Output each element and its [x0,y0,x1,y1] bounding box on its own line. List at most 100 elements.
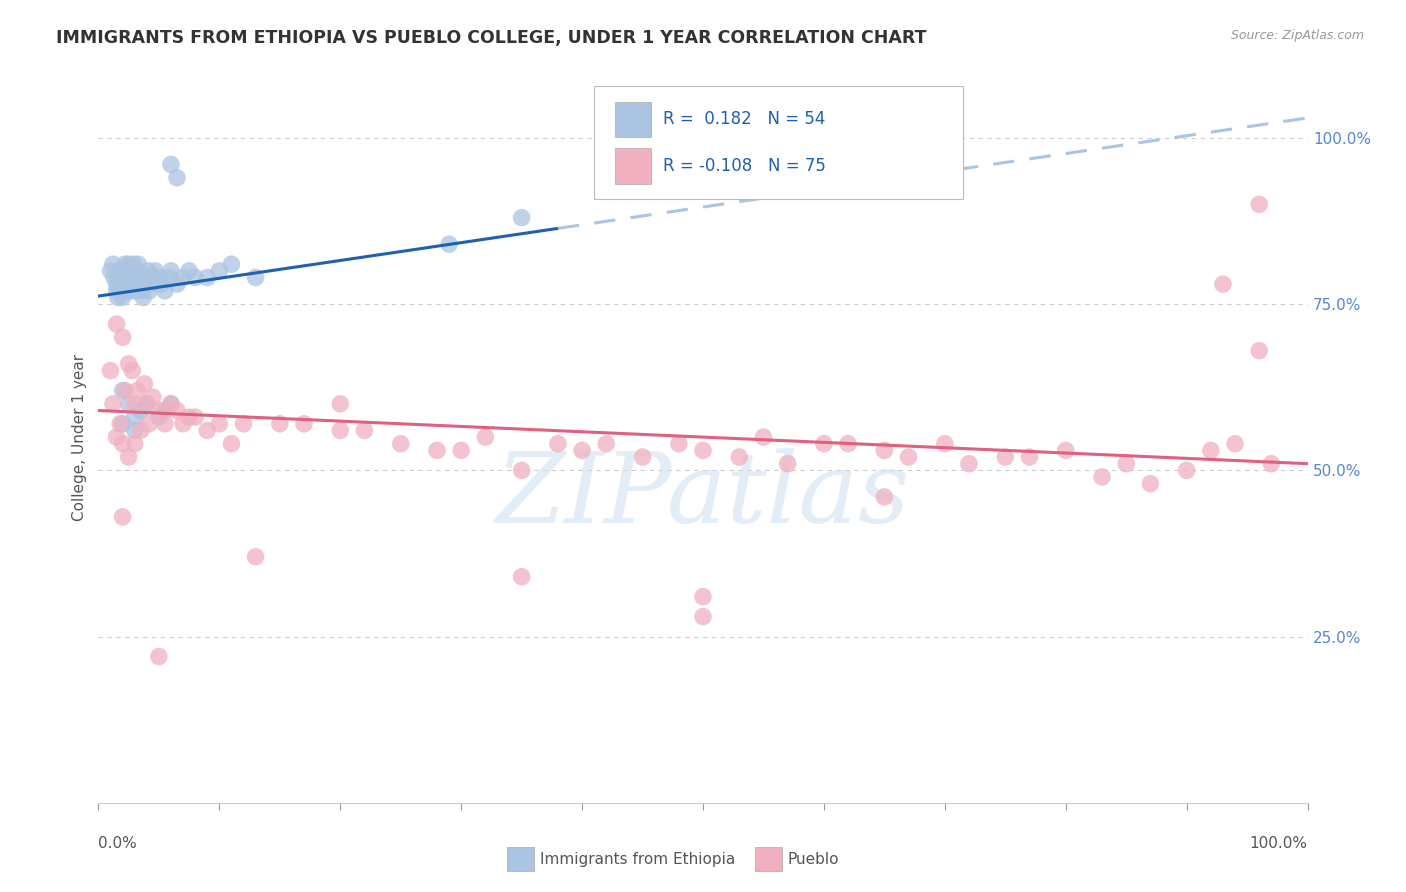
Point [752,430,775,444]
Point [108,264,131,278]
Point [115,277,138,292]
Point [873,443,896,458]
Point [136,264,159,278]
Text: Pueblo: Pueblo [787,852,839,867]
Point [292,417,315,431]
Point [208,264,231,278]
Bar [614,148,651,184]
Point [692,590,714,604]
Point [128,270,150,285]
Point [111,436,134,450]
Point [195,270,218,285]
Point [135,397,157,411]
Point [142,270,165,285]
Bar [614,102,651,136]
Point [105,277,128,292]
Point [127,384,149,398]
Point [631,450,654,464]
Point [118,357,141,371]
Point [221,257,243,271]
Point [353,424,375,438]
Point [172,417,194,431]
Point [122,257,145,271]
Point [111,417,134,431]
Text: R = -0.108   N = 75: R = -0.108 N = 75 [664,157,825,175]
Point [994,450,1017,464]
Point [160,397,183,411]
Point [571,443,593,458]
Point [1054,443,1077,458]
Point [184,270,207,285]
Point [208,417,231,431]
Point [148,270,170,285]
Point [668,436,690,450]
Point [329,397,352,411]
Point [127,257,149,271]
Point [166,403,188,417]
Point [245,549,267,564]
Point [143,264,166,278]
Point [118,270,141,285]
Point [1223,436,1246,450]
Point [129,424,152,438]
Point [897,450,920,464]
Point [135,397,157,411]
Point [110,277,132,292]
Point [160,264,183,278]
Point [1139,476,1161,491]
Point [692,443,714,458]
Point [957,457,980,471]
Point [153,284,176,298]
Point [1260,457,1282,471]
Point [124,410,146,425]
Point [138,284,160,298]
Point [129,277,152,292]
FancyBboxPatch shape [595,86,963,200]
Y-axis label: College, Under 1 year: College, Under 1 year [72,353,87,521]
Point [100,264,122,278]
Point [153,403,176,417]
Point [813,436,835,450]
Point [135,270,157,285]
Point [105,317,128,331]
Point [118,450,141,464]
Point [595,436,617,450]
Bar [508,847,534,871]
Point [114,257,136,271]
Point [510,211,533,225]
Point [510,463,533,477]
Point [112,264,135,278]
Point [134,376,156,391]
Point [117,284,139,298]
Point [100,363,122,377]
Text: 0.0%: 0.0% [98,836,138,851]
Point [547,436,569,450]
Text: Immigrants from Ethiopia: Immigrants from Ethiopia [540,852,735,867]
Point [195,424,218,438]
Text: ZIPatlas: ZIPatlas [496,448,910,543]
Point [121,284,143,298]
Point [124,424,146,438]
Point [129,403,152,417]
Point [103,270,125,285]
Point [111,290,134,304]
Point [124,397,146,411]
Point [111,384,134,398]
Point [118,257,141,271]
Point [873,490,896,504]
Text: 100.0%: 100.0% [1250,836,1308,851]
Point [142,390,165,404]
Text: Source: ZipAtlas.com: Source: ZipAtlas.com [1230,29,1364,42]
Point [245,270,267,285]
Point [166,170,188,185]
Point [101,397,124,411]
Point [1199,443,1222,458]
Point [132,290,155,304]
Point [269,417,291,431]
Point [510,570,533,584]
Point [124,436,146,450]
Point [148,403,170,417]
Point [107,290,129,304]
Point [127,264,149,278]
Point [105,284,128,298]
